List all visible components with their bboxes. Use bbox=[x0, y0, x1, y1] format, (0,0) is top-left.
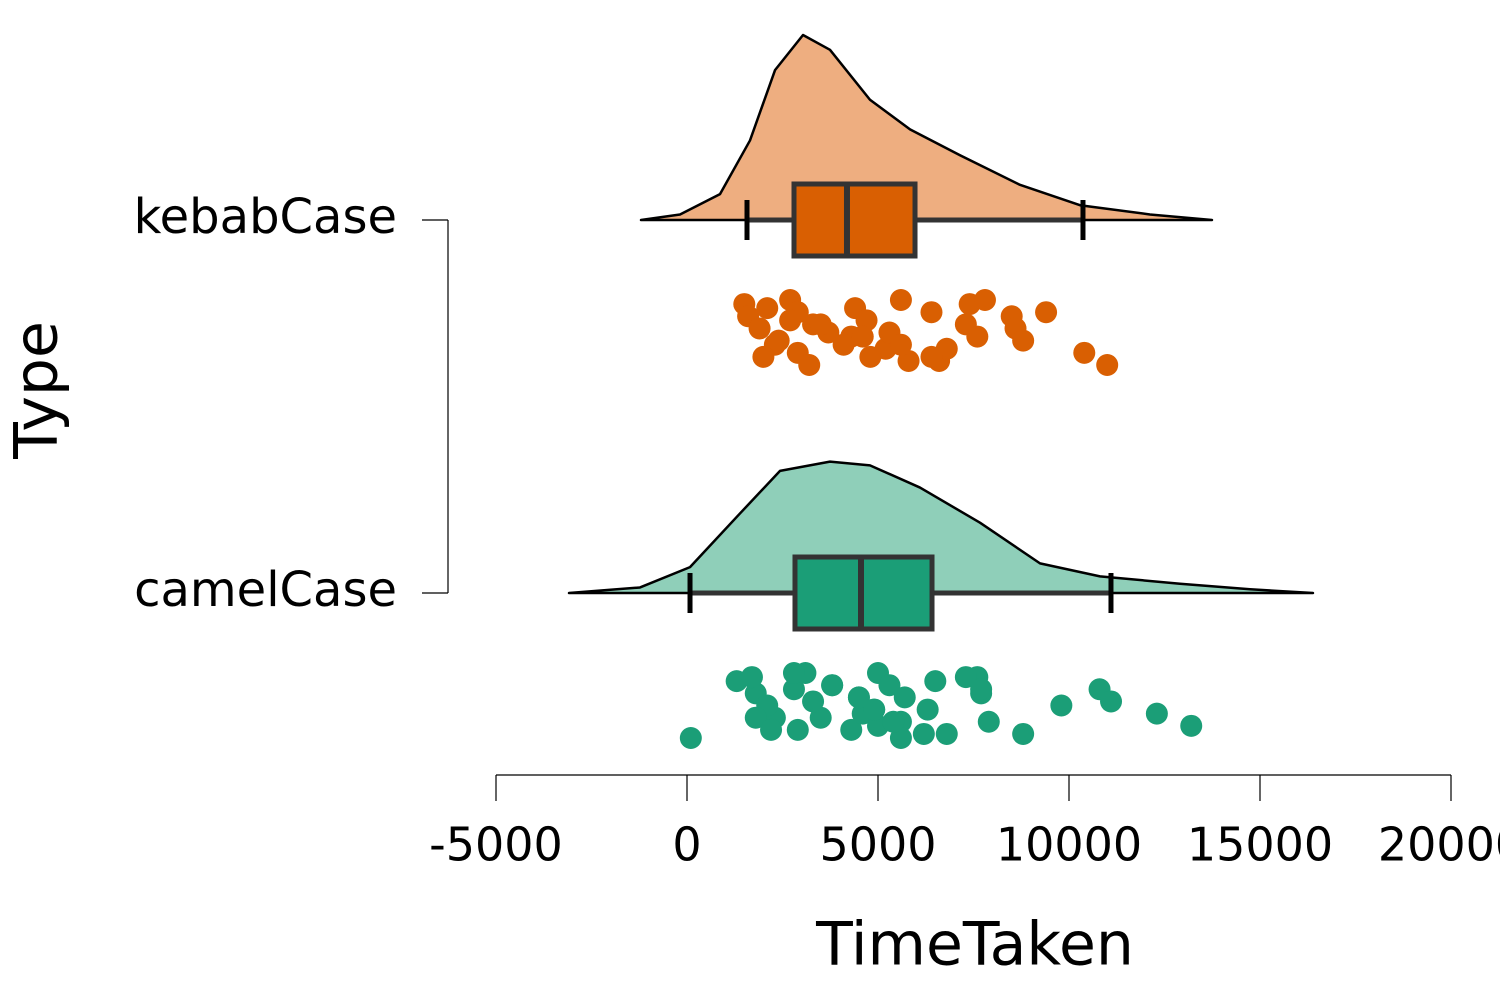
data-point bbox=[821, 674, 844, 697]
data-point bbox=[920, 301, 943, 324]
data-point bbox=[832, 333, 855, 356]
data-point bbox=[1012, 329, 1035, 352]
data-point bbox=[779, 309, 802, 332]
data-point bbox=[954, 666, 977, 689]
data-point bbox=[1100, 690, 1123, 713]
y-axis-label: Type bbox=[2, 321, 72, 460]
data-point bbox=[935, 722, 958, 745]
x-axis-label: TimeTaken bbox=[815, 910, 1134, 980]
data-point bbox=[748, 317, 771, 340]
data-point bbox=[977, 710, 1000, 733]
y-tick-label: camelCase bbox=[134, 562, 397, 618]
data-point bbox=[889, 289, 912, 311]
data-point bbox=[740, 666, 763, 689]
density-cloud bbox=[567, 460, 1315, 595]
data-point bbox=[1073, 341, 1096, 364]
data-point bbox=[916, 698, 939, 721]
data-point bbox=[859, 345, 882, 368]
data-point bbox=[882, 710, 905, 733]
data-point bbox=[802, 690, 825, 713]
data-point bbox=[973, 289, 996, 311]
data-point bbox=[1012, 722, 1035, 745]
data-point bbox=[679, 727, 702, 749]
x-tick-label: 0 bbox=[672, 818, 701, 872]
data-point bbox=[889, 333, 912, 356]
data-point bbox=[760, 718, 783, 741]
data-point bbox=[767, 329, 790, 352]
data-point bbox=[752, 345, 775, 368]
data-point bbox=[966, 325, 989, 348]
data-point bbox=[782, 662, 805, 684]
data-point bbox=[1035, 301, 1058, 324]
x-tick-label: 20000 bbox=[1378, 818, 1500, 872]
data-point bbox=[851, 325, 874, 348]
data-point bbox=[756, 297, 779, 320]
x-tick-label: 15000 bbox=[1187, 818, 1333, 872]
data-point bbox=[1180, 714, 1203, 737]
data-point bbox=[920, 345, 943, 368]
y-tick-label: kebabCase bbox=[134, 189, 397, 245]
data-point bbox=[744, 706, 767, 729]
data-point bbox=[798, 354, 821, 376]
x-tick-label: -5000 bbox=[429, 818, 563, 872]
data-point bbox=[840, 718, 863, 741]
data-point bbox=[863, 698, 886, 721]
x-tick-label: 10000 bbox=[996, 818, 1142, 872]
data-point bbox=[847, 686, 870, 709]
data-point bbox=[878, 674, 901, 697]
data-point bbox=[912, 722, 935, 745]
x-tick-label: 5000 bbox=[819, 818, 936, 872]
box bbox=[791, 181, 918, 259]
data-point bbox=[809, 313, 832, 336]
data-point bbox=[924, 670, 947, 693]
data-point bbox=[786, 718, 809, 741]
data-point bbox=[1050, 694, 1073, 717]
data-point bbox=[1096, 354, 1119, 376]
density-cloud bbox=[639, 33, 1214, 222]
data-point bbox=[782, 678, 805, 701]
data-point bbox=[1145, 702, 1168, 725]
data-point bbox=[970, 678, 993, 701]
data-point bbox=[893, 686, 916, 709]
